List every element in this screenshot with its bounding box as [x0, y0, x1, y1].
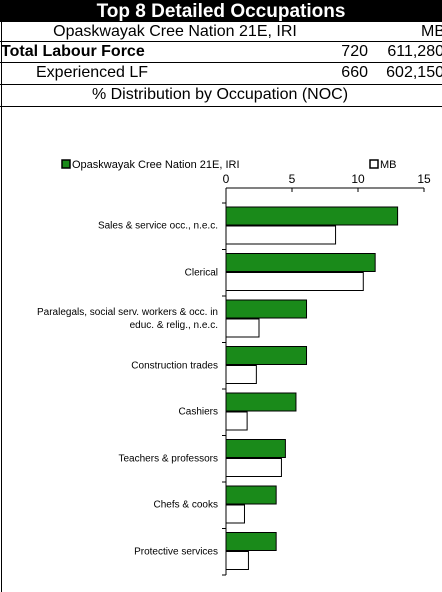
cell: 602,150 [386, 64, 442, 81]
bar [225, 346, 308, 365]
bar [225, 299, 308, 319]
cell: 611,280 [387, 43, 442, 60]
title-bar [0, 0, 442, 22]
table-lines [0, 22, 442, 592]
legend-swatch [369, 159, 379, 169]
bar [225, 206, 399, 226]
x-tick-label: 10 [351, 172, 365, 186]
column-header: MB [421, 23, 442, 40]
y-tick-label: Chefs & cooks [153, 499, 218, 511]
x-tick-label: 15 [417, 172, 431, 186]
y-tick-label: Clerical [184, 267, 218, 279]
title: Top 8 Detailed Occupations [97, 1, 346, 22]
bar [225, 485, 277, 505]
bar [225, 225, 337, 245]
y-tick-label: Sales & service occ., n.e.c. [97, 220, 218, 232]
row-label: Experienced LF [36, 64, 148, 81]
legend-label: Opaskwayak Cree Nation 21E, IRI [72, 159, 240, 171]
row-label: Total Labour Force [1, 43, 145, 60]
bar [225, 365, 257, 384]
y-tick-label: Paralegals, social serv. workers & occ. … [37, 307, 218, 332]
cell: 720 [341, 43, 368, 60]
bar [225, 392, 297, 412]
bar [225, 458, 282, 477]
bar [225, 504, 245, 524]
x-tick-label: 0 [223, 172, 230, 186]
y-tick-label: Teachers & professors [118, 453, 219, 465]
legend-label: MB [380, 159, 397, 171]
y-tick-label: Cashiers [178, 406, 218, 418]
bar [225, 411, 248, 431]
legend-swatch [61, 159, 71, 169]
y-tick-label: Protective services [134, 546, 218, 558]
bar [225, 439, 286, 458]
cell: 660 [341, 64, 368, 81]
y-tick-label: Construction trades [131, 360, 218, 372]
bar [225, 318, 260, 338]
section-title: % Distribution by Occupation (NOC) [92, 86, 348, 103]
bar [225, 551, 249, 570]
bar [225, 272, 364, 291]
x-tick-label: 5 [289, 172, 296, 186]
bar [225, 532, 277, 551]
bar [225, 253, 376, 272]
column-header: Opaskwayak Cree Nation 21E, IRI [53, 23, 297, 40]
